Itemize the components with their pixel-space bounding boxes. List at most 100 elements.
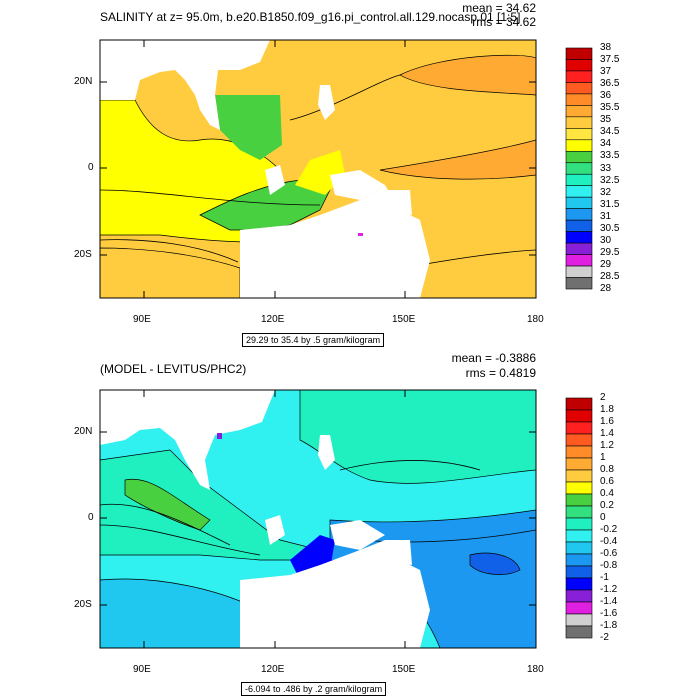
- colorbar-label: -1.4: [600, 596, 618, 607]
- panel2-xtick-150e: 150E: [392, 664, 416, 675]
- colorbar-swatch: [565, 553, 593, 567]
- colorbar-swatch: [565, 601, 593, 615]
- panel2-blue-eddy: [469, 552, 521, 575]
- colorbar-swatch: [565, 219, 593, 232]
- colorbar-label: 33: [600, 162, 612, 174]
- colorbar-swatch: [565, 150, 593, 164]
- colorbar-label: 31.5: [600, 198, 620, 210]
- colorbar-label: 1.6: [600, 416, 614, 427]
- colorbar-label: 30: [600, 234, 612, 246]
- colorbar-swatch: [565, 242, 593, 255]
- panel2-rms: rms = 0.4819: [465, 366, 536, 380]
- panel1-ytick-20s: 20S: [74, 249, 92, 260]
- colorbar-swatch: [565, 409, 593, 423]
- colorbar-label: 33.5: [600, 150, 620, 162]
- panel2-colorbar: [565, 397, 593, 639]
- panel1-high-band-north: [399, 54, 536, 96]
- colorbar-label: 28.5: [600, 270, 620, 282]
- panel2-contour-b: [100, 524, 261, 556]
- panel2-contour-c: [339, 460, 481, 471]
- colorbar-label: 35.5: [600, 102, 620, 114]
- panel2-ytick-0: 0: [88, 512, 94, 523]
- panel1-land-newguinea: [330, 170, 385, 200]
- colorbar-swatch: [565, 421, 593, 435]
- colorbar-label: 34.5: [600, 126, 620, 138]
- colorbar-swatch: [565, 105, 593, 118]
- colorbar-swatch: [565, 481, 593, 495]
- colorbar-swatch: [565, 541, 593, 555]
- colorbar-label: 1.8: [600, 404, 614, 415]
- panel1-land-islands: [385, 190, 412, 215]
- panel2-land-newguinea: [330, 520, 385, 550]
- colorbar-label: -1.2: [600, 584, 618, 595]
- colorbar-swatch: [565, 529, 593, 543]
- colorbar-label: 1: [600, 452, 606, 463]
- panel1-rms: rms = 34.62: [472, 15, 536, 29]
- panel2-land-asia: [100, 390, 275, 460]
- panel2-xtick-180: 180: [527, 664, 544, 675]
- colorbar-label: 2: [600, 392, 606, 403]
- colorbar-swatch: [565, 433, 593, 447]
- panel1-contour-c: [289, 74, 401, 121]
- panel1-xtick-180: 180: [527, 314, 544, 325]
- colorbar-label: -0.2: [600, 524, 618, 535]
- colorbar-label: 0.2: [600, 500, 614, 511]
- colorbar-label: -1: [600, 572, 609, 583]
- panel2-green-band: [124, 478, 211, 531]
- panel2-mean: mean = -0.3886: [451, 351, 536, 365]
- colorbar-label: 30.5: [600, 222, 620, 234]
- colorbar-swatch: [565, 47, 593, 60]
- panel2-xtick-120e: 120E: [261, 664, 285, 675]
- panel2-contour-a: [100, 503, 231, 546]
- panel2-land-indochina: [185, 460, 210, 490]
- colorbar-swatch: [565, 128, 593, 141]
- colorbar-label: 0.8: [600, 464, 614, 475]
- panel2-land-islands: [385, 540, 412, 565]
- colorbar-label: 36.5: [600, 78, 620, 90]
- colorbar-label: 29.5: [600, 246, 620, 258]
- colorbar-label: 0.4: [600, 488, 614, 499]
- colorbar-label: 32: [600, 186, 612, 198]
- colorbar-swatch: [565, 254, 593, 267]
- colorbar-label: 1.2: [600, 440, 614, 451]
- colorbar-label: -0.4: [600, 536, 618, 547]
- panel2-xtick-90e: 90E: [133, 664, 151, 675]
- panel1-land-indochina: [195, 95, 220, 130]
- colorbar-swatch: [565, 162, 593, 175]
- panel1-xtick-90e: 90E: [133, 314, 151, 325]
- colorbar-swatch: [565, 505, 593, 519]
- colorbar-swatch: [565, 70, 593, 83]
- colorbar-swatch: [565, 493, 593, 507]
- panel2-land-australia: [240, 540, 430, 648]
- colorbar-swatch: [565, 397, 593, 411]
- panel1-xtick-120e: 120E: [261, 314, 285, 325]
- panel1-xtick-150e: 150E: [392, 314, 416, 325]
- colorbar-label: 34: [600, 138, 612, 150]
- colorbar-label: 37: [600, 66, 612, 78]
- panel1-land-australia: [240, 185, 430, 298]
- panel1-mean: mean = 34.62: [462, 1, 536, 15]
- panel2-land-philippines: [318, 435, 335, 470]
- colorbar-swatch: [565, 613, 593, 627]
- colorbar-label: -0.8: [600, 560, 618, 571]
- colorbar-swatch: [565, 277, 593, 290]
- colorbar-label: 0.6: [600, 476, 614, 487]
- panel1-high-band-mid: [379, 139, 536, 180]
- colorbar-swatch: [565, 196, 593, 209]
- colorbar-swatch: [565, 625, 593, 639]
- colorbar-label: 38: [600, 42, 612, 53]
- colorbar-swatch: [565, 445, 593, 459]
- panel2-frame: [99, 389, 537, 649]
- panel1-contour-a: [100, 189, 321, 206]
- colorbar-swatch: [565, 173, 593, 187]
- panel1-title: SALINITY at z= 95.0m, b.e20.B1850.f09_g1…: [100, 10, 521, 24]
- colorbar-label: 32.5: [600, 174, 620, 186]
- panel1-ytick-0: 0: [88, 162, 94, 173]
- panel2-purple-cell: [217, 433, 222, 439]
- colorbar-label: 35: [600, 114, 612, 126]
- colorbar-swatch: [565, 589, 593, 603]
- panel1-magenta-cell: [358, 233, 363, 236]
- panel1-ytick-20n: 20N: [74, 76, 93, 87]
- colorbar-swatch: [565, 577, 593, 591]
- colorbar-swatch: [565, 116, 593, 129]
